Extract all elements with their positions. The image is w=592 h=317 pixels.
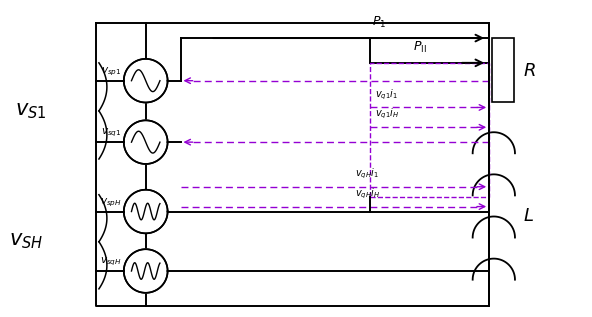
Text: $v_{sp1}$: $v_{sp1}$ — [101, 65, 122, 78]
Text: $P_1$: $P_1$ — [372, 15, 387, 30]
Bar — [369, 63, 489, 197]
Polygon shape — [124, 120, 168, 164]
Polygon shape — [124, 249, 168, 293]
Text: $L$: $L$ — [523, 208, 535, 225]
Text: $v_{S1}$: $v_{S1}$ — [15, 101, 47, 121]
Bar — [492, 38, 514, 102]
Text: $v_{q1}i_H$: $v_{q1}i_H$ — [375, 107, 399, 121]
Polygon shape — [124, 59, 168, 102]
Text: $v_{spH}$: $v_{spH}$ — [100, 196, 122, 209]
Polygon shape — [124, 190, 168, 233]
Text: $P_{\mathrm{II}}$: $P_{\mathrm{II}}$ — [413, 40, 426, 55]
Text: $v_{qH}i_H$: $v_{qH}i_H$ — [355, 186, 380, 201]
Text: $v_{sq1}$: $v_{sq1}$ — [101, 127, 122, 139]
Text: $R$: $R$ — [523, 62, 535, 80]
Text: $v_{SH}$: $v_{SH}$ — [9, 231, 43, 251]
Text: $v_{qH}i_1$: $v_{qH}i_1$ — [355, 166, 378, 181]
Text: $v_{q1}i_1$: $v_{q1}i_1$ — [375, 87, 398, 101]
Text: $v_{sqH}$: $v_{sqH}$ — [100, 256, 122, 268]
